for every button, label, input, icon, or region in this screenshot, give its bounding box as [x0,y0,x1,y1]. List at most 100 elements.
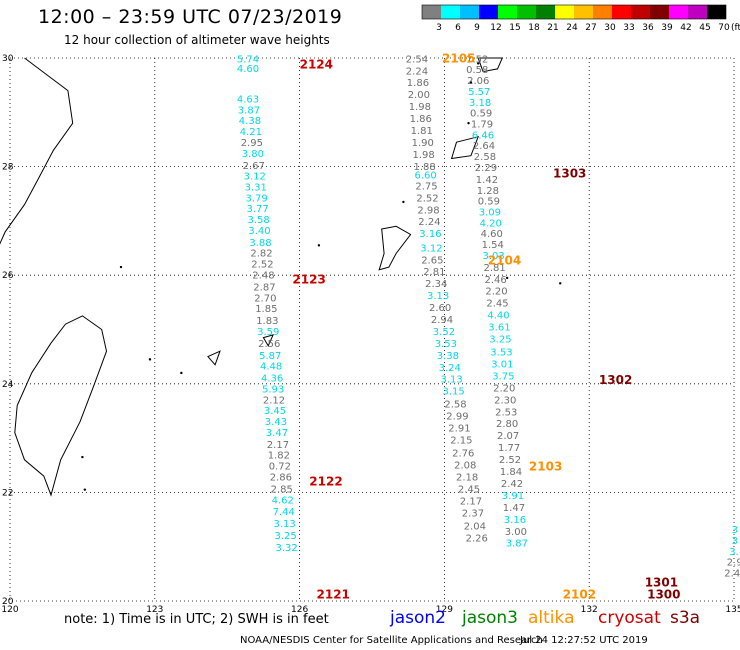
wave-height-value: 3.13 [274,519,296,530]
colorbar-label: 36 [642,23,654,33]
wave-height-value: 2.80 [496,419,518,430]
latitude-label: 28 [2,163,14,173]
wave-height-value: 2.08 [454,461,476,472]
colorbar-swatch [460,5,479,19]
wave-height-value: 1.98 [409,102,431,113]
wave-height-value: 4.60 [481,229,503,240]
longitude-label: 123 [146,605,163,615]
islet [180,371,183,375]
pass-number-label: 2122 [309,474,342,488]
legend-altika: altika [528,608,575,628]
colorbar-label: 27 [585,23,596,33]
wave-height-value: 7.44 [273,507,295,518]
wave-height-value: 3.77 [247,204,269,215]
wave-height-value: 0.58 [466,65,488,76]
wave-height-value: 2.04 [464,521,486,532]
wave-height-value: 4.60 [237,64,259,75]
wave-height-value: 3.79 [246,193,268,204]
wave-height-value: 2.17 [267,440,289,451]
latitude-label: 26 [2,271,14,281]
islet [559,282,562,285]
islet [83,488,87,491]
wave-height-value: 2.86 [270,473,292,484]
footer-note: note: 1) Time is in UTC; 2) SWH is in fe… [64,612,329,627]
wave-height-value: 3 [732,536,738,547]
wave-height-value: 3.59 [257,327,279,338]
wave-height-value: 4.62 [272,495,294,506]
wave-height-value: 3.43 [265,417,287,428]
colorbar-swatch [612,5,631,19]
wave-height-value: 2.46 [485,275,507,286]
wave-height-value: 3.61 [488,323,510,334]
wave-height-value: 3.75 [492,372,514,383]
wave-height-value: 3.91 [502,491,524,502]
wave-height-value: 2.67 [243,161,265,172]
wave-height-value: 3.25 [275,531,297,542]
wave-height-value: 3.16 [504,515,526,526]
colorbar-swatch [555,5,574,19]
wave-height-value: 3.25 [489,335,511,346]
colorbar-swatch [593,5,612,19]
wave-height-value: 2.12 [263,395,285,406]
wave-height-value: 1.86 [407,78,429,89]
wave-height-value: 2.75 [415,181,437,192]
legend-jason3: jason3 [462,608,518,628]
colorbar-label: 15 [509,23,520,33]
colorbar-label: 33 [623,23,634,33]
wave-height-value: 2.64 [473,141,495,152]
wave-height-value: 2.98 [417,205,439,216]
islet [317,244,321,247]
legend-jason2: jason2 [390,608,446,628]
wave-height-value: 1.84 [500,467,522,478]
wave-height-value: 1.90 [412,138,434,149]
wave-height-value: 2.58 [474,152,496,163]
colorbar-unit: (ft) [731,23,740,33]
wave-height-value: 2.53 [495,407,517,418]
wave-height-value: 3.1 [729,547,740,558]
colorbar-label: 3 [436,23,442,33]
wave-height-value: 2.37 [462,508,484,519]
colorbar-swatch [422,5,441,19]
islet [119,265,123,269]
wave-height-value: 0.59 [478,197,500,208]
colorbar-swatch [498,5,517,19]
colorbar-frame [421,4,727,20]
wave-height-value: 2.45 [486,299,508,310]
wave-height-value: 2.24 [418,217,440,228]
wave-height-value: 3.09 [479,208,501,219]
wave-height-value: 2.58 [444,400,466,411]
wave-height-value: 2.24 [406,66,428,77]
wave-height-value: 1.81 [411,126,433,137]
amami-island [450,135,480,160]
wave-height-value: 3.12 [420,243,442,254]
wave-height-value: 4.21 [240,127,262,138]
china-coastline [0,57,74,245]
wave-height-value: 2.26 [466,533,488,544]
wave-height-value: 3.87 [506,539,528,550]
wave-height-value: 2.76 [452,449,474,460]
colorbar-swatch [631,5,650,19]
longitude-label: 126 [291,605,308,615]
wave-height-value: 2.20 [485,287,507,298]
pass-number-label: 2124 [300,57,333,71]
wave-height-value: 3.31 [245,183,267,194]
altimeter-track: 2.542.241.862.001.981.861.811.901.981.88… [406,54,488,544]
wave-height-value: 3.53 [435,339,457,350]
colorbar-swatch [536,5,555,19]
wave-height-value: 3.00 [505,527,527,538]
taiwan-island [14,315,108,497]
colorbar-swatch [707,5,726,19]
map-title: 12:00 – 23:59 UTC 07/23/2019 [38,6,343,28]
wave-height-value: 1.54 [482,240,504,251]
longitude-label: 120 [1,605,18,615]
wave-height-value: 1.79 [471,120,493,131]
kyushu-islands [477,57,504,73]
colorbar-label: 30 [604,23,616,33]
wave-height-value: 3.13 [427,291,449,302]
wave-height-value: 2.45 [458,484,480,495]
latitude-label: 22 [2,488,13,498]
pass-number-label: 1302 [599,373,632,387]
wave-height-value: 3.13 [441,375,463,386]
wave-height-value: 3.12 [244,172,266,183]
legend-s3a: s3a [670,608,701,628]
